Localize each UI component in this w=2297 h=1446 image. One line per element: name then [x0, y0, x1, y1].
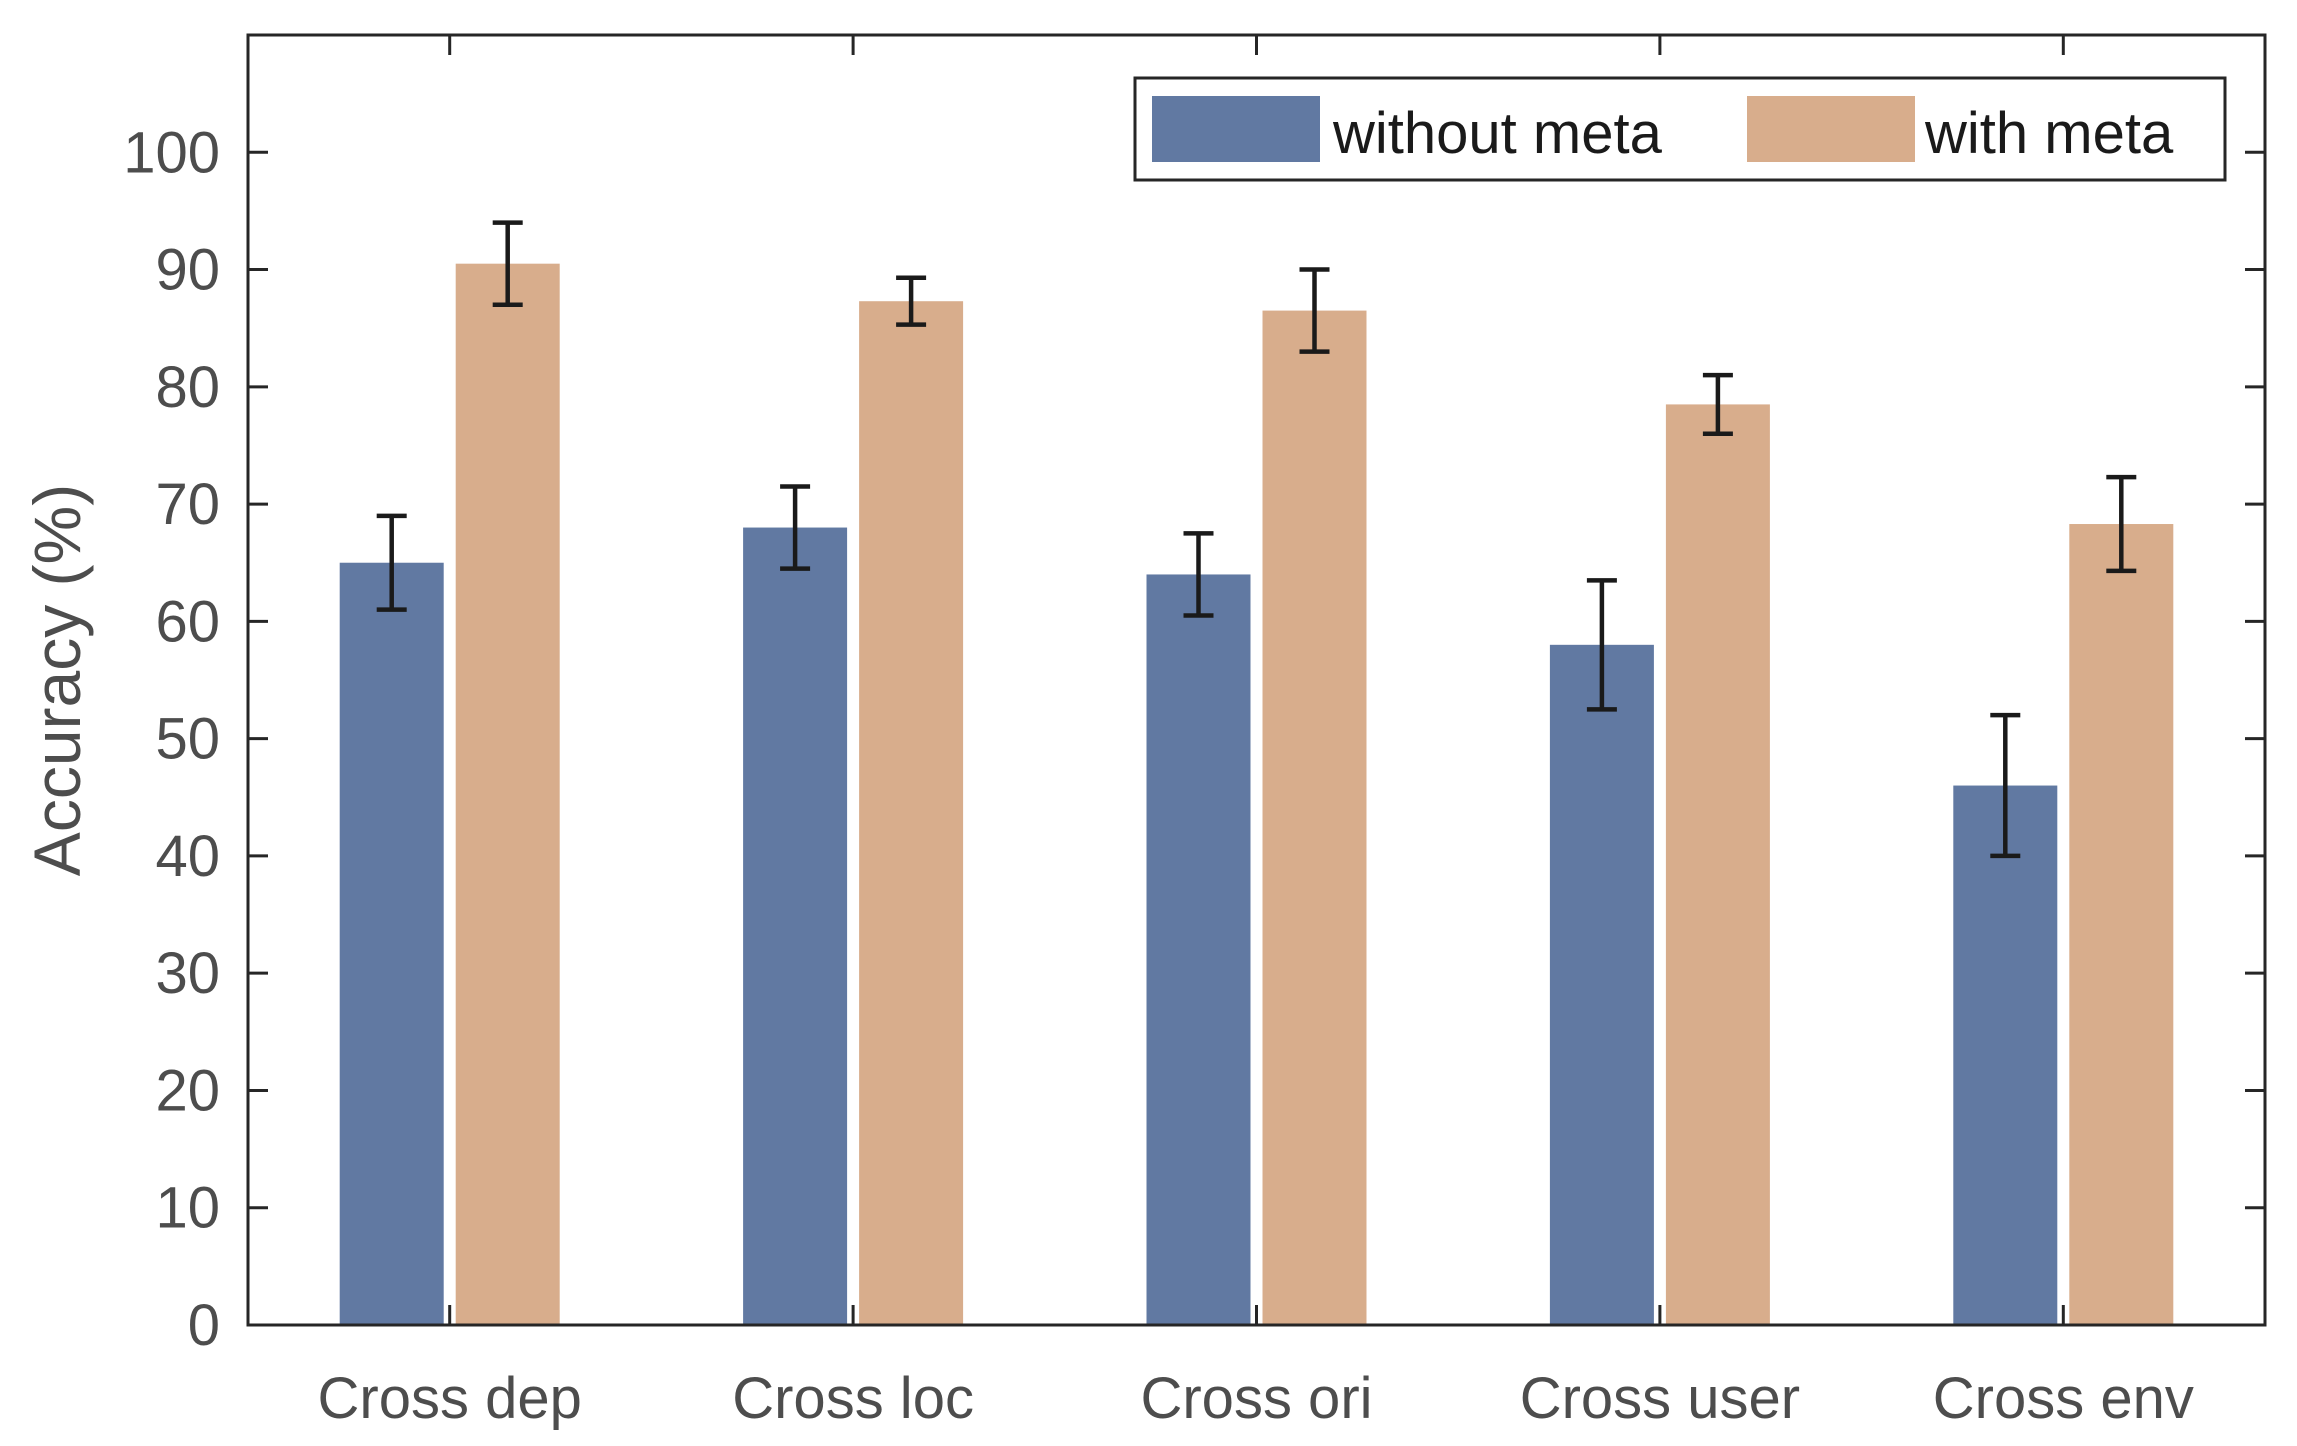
y-tick-label: 80: [155, 355, 220, 420]
y-tick-label: 30: [155, 941, 220, 1006]
error-bar-without-meta-cross-ori: [1183, 531, 1214, 618]
y-tick-label: 40: [155, 824, 220, 889]
bar-without-meta-cross-loc: [743, 527, 848, 1325]
legend-swatch-with-meta: [1747, 96, 1915, 162]
legend-label-with-meta: with meta: [1924, 101, 2174, 166]
y-tick-label: 70: [155, 472, 220, 537]
bars-group: [339, 263, 2174, 1326]
error-bar-with-meta-cross-ori: [1299, 267, 1330, 354]
bar-without-meta-cross-user: [1549, 644, 1654, 1325]
error-bar-with-meta-cross-user: [1702, 372, 1733, 436]
x-tick-label: Cross user: [1520, 1366, 1800, 1431]
error-bar-without-meta-cross-user: [1586, 578, 1617, 712]
bar-with-meta-cross-env: [2069, 524, 2174, 1325]
error-bar-without-meta-cross-env: [1990, 712, 2021, 859]
error-bar-without-meta-cross-loc: [780, 484, 811, 571]
legend-label-without-meta: without meta: [1332, 101, 1663, 166]
x-tick-label: Cross loc: [732, 1366, 974, 1431]
x-tick-label: Cross dep: [318, 1366, 582, 1431]
y-tick-label: 50: [155, 707, 220, 772]
bar-with-meta-cross-ori: [1262, 310, 1367, 1325]
error-bars-group: [376, 220, 2137, 859]
bar-without-meta-cross-ori: [1146, 574, 1251, 1325]
bar-with-meta-cross-loc: [859, 301, 964, 1325]
x-tick-label: Cross env: [1933, 1366, 2194, 1431]
y-tick-label: 0: [188, 1293, 220, 1358]
legend: without meta with meta: [1133, 76, 2227, 182]
y-tick-label: 10: [155, 1176, 220, 1241]
error-bar-without-meta-cross-dep: [376, 513, 407, 612]
plot-area-frame: [246, 33, 2267, 1327]
ticks-group: [248, 35, 2265, 1327]
bar-with-meta-cross-dep: [455, 263, 560, 1325]
y-tick-label: 60: [155, 589, 220, 654]
y-axis-label: Accuracy (%): [20, 484, 94, 876]
bar-without-meta-cross-dep: [339, 562, 444, 1325]
y-tick-labels: 0 10 20 30 40 50 60 70 80 90 100: [123, 120, 220, 1358]
legend-swatch-without-meta: [1152, 96, 1320, 162]
y-tick-label: 20: [155, 1058, 220, 1123]
error-bar-with-meta-cross-env: [2106, 474, 2137, 574]
y-tick-label: 90: [155, 238, 220, 303]
y-tick-label: 100: [123, 120, 220, 185]
bar-without-meta-cross-env: [1953, 785, 2058, 1325]
bar-with-meta-cross-user: [1665, 404, 1770, 1326]
error-bar-with-meta-cross-dep: [492, 220, 523, 307]
x-tick-label: Cross ori: [1140, 1366, 1372, 1431]
error-bar-with-meta-cross-loc: [896, 275, 927, 327]
x-tick-labels: Cross dep Cross loc Cross ori Cross user Cro…: [318, 1366, 2194, 1431]
